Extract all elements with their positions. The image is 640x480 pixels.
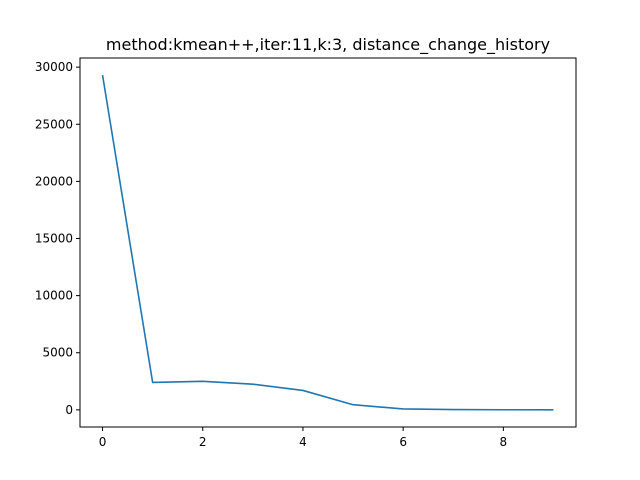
- y-axis: 0 5000 10000 15000 20000 25000 30000: [35, 60, 80, 417]
- y-tick-label: 10000: [35, 289, 73, 303]
- axes-frame: [79, 57, 577, 428]
- y-tick-label: 20000: [35, 174, 73, 188]
- x-axis: 0 2 4 6 8: [99, 427, 507, 449]
- x-tick-label: 0: [99, 435, 107, 449]
- y-tick-label: 30000: [35, 60, 73, 74]
- y-tick-label: 25000: [35, 117, 73, 131]
- plot-area: [101, 75, 554, 411]
- x-tick-label: 4: [299, 435, 307, 449]
- x-tick-label: 6: [399, 435, 407, 449]
- chart-title: method:kmean++,iter:11,k:3, distance_cha…: [106, 35, 550, 55]
- x-tick-label: 2: [199, 435, 207, 449]
- y-tick-label: 15000: [35, 232, 73, 246]
- x-tick-label: 8: [500, 435, 508, 449]
- y-tick-label: 0: [65, 403, 73, 417]
- series-line-0: [101, 75, 554, 411]
- y-tick-label: 5000: [42, 346, 73, 360]
